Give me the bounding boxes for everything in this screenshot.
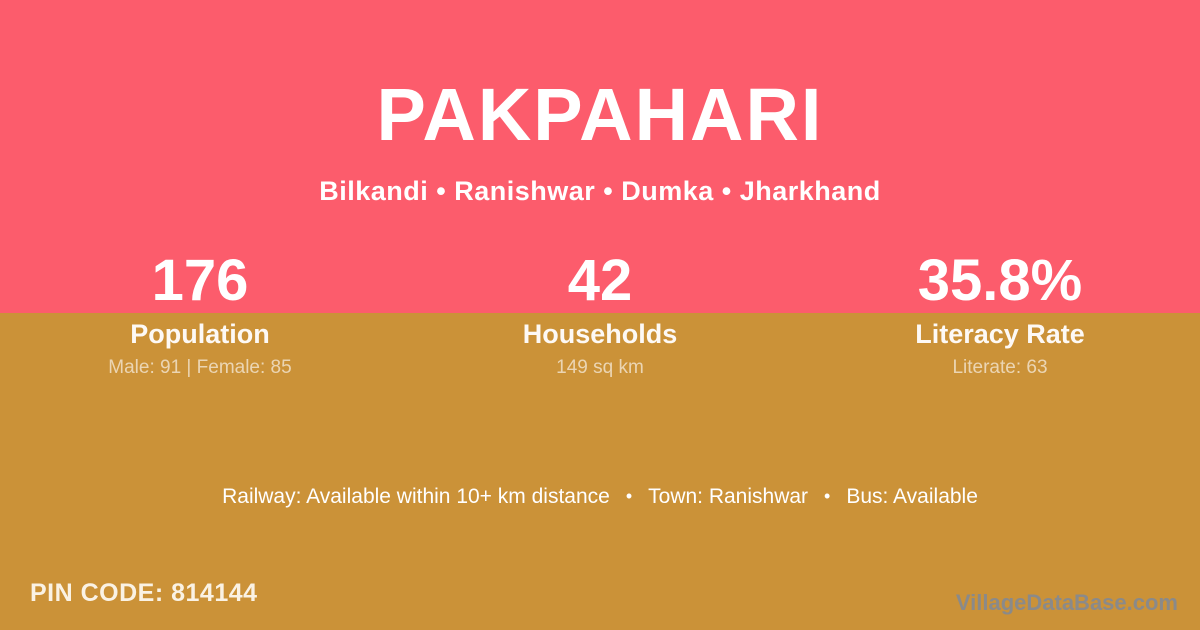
stat-column-literacy-rate: Literacy Rate Literate: 63 [800,318,1200,379]
stat-label-households: Households [522,319,678,349]
stat-value-population: 176 [151,248,249,313]
header-band: PAKPAHARI Bilkandi • Ranishwar • Dumka •… [0,0,1200,313]
stat-labels-row: Population Male: 91 | Female: 85 Househo… [0,313,1200,379]
stat-detail-population: Male: 91 | Female: 85 [108,357,292,379]
location-breadcrumb: Bilkandi • Ranishwar • Dumka • Jharkhand [319,176,881,206]
bullet-separator: • [625,486,633,506]
pin-code: PIN CODE: 814144 [30,579,258,607]
stat-column-population: Population Male: 91 | Female: 85 [0,318,400,379]
site-watermark: VillageDataBase.com [955,590,1178,615]
stat-value-households: 42 [567,248,633,313]
bullet-separator: • [824,486,831,506]
amenity-railway: Railway: Available within 10+ km distanc… [222,485,610,508]
amenities-line: Railway: Available within 10+ km distanc… [0,485,1200,509]
village-title: PAKPAHARI [376,73,824,156]
amenity-bus: Bus: Available [846,485,978,508]
details-band: Population Male: 91 | Female: 85 Househo… [0,313,1200,630]
stat-column-households: Households 149 sq km [400,318,800,379]
stat-detail-households: 149 sq km [556,357,644,379]
stat-values-row: 176 42 35.8% [0,252,1200,313]
title-block: PAKPAHARI Bilkandi • Ranishwar • Dumka •… [0,78,1200,207]
stat-label-population: Population [130,319,270,349]
stat-detail-literacy-rate: Literate: 63 [952,357,1048,379]
amenity-town: Town: Ranishwar [648,485,809,508]
stat-label-literacy-rate: Literacy Rate [915,319,1085,349]
stat-value-literacy-rate: 35.8% [917,248,1083,313]
